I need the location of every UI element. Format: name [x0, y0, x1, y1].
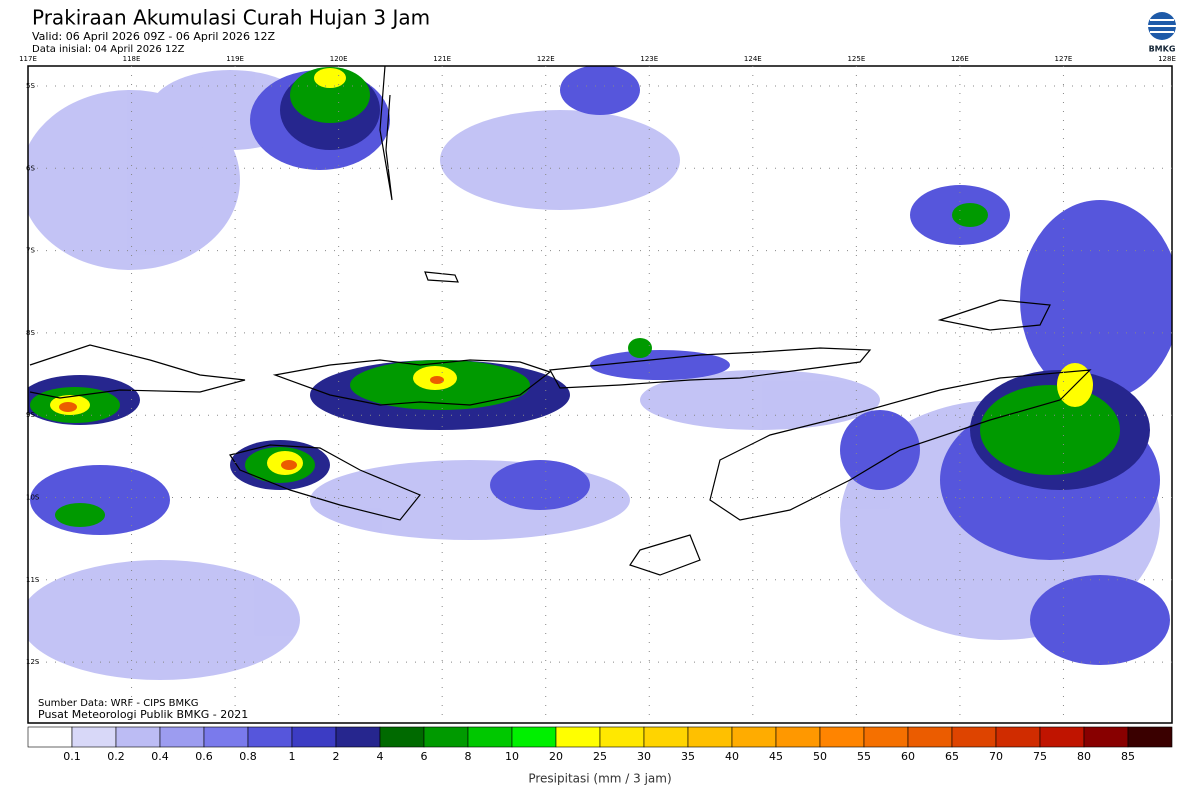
- legend-swatch: [819, 726, 865, 748]
- legend-label: 2: [333, 750, 340, 763]
- legend-swatch: [247, 726, 293, 748]
- lat-label: 5S: [26, 82, 35, 90]
- legend-swatch: [995, 726, 1041, 748]
- lon-label: 117E: [19, 55, 37, 63]
- legend-swatch: [335, 726, 381, 748]
- lon-label: 122E: [537, 55, 555, 63]
- legend-label: 75: [1033, 750, 1047, 763]
- lon-label: 118E: [123, 55, 141, 63]
- legend-label: 85: [1121, 750, 1135, 763]
- legend-label: 70: [989, 750, 1003, 763]
- lon-label: 127E: [1055, 55, 1073, 63]
- lat-label: 12S: [26, 658, 40, 666]
- legend-label: 4: [377, 750, 384, 763]
- legend-label: 0.1: [63, 750, 81, 763]
- legend-swatch: [687, 726, 733, 748]
- legend-swatch: [1127, 726, 1173, 748]
- legend-label: 60: [901, 750, 915, 763]
- legend-swatch: [379, 726, 425, 748]
- legend-swatch: [159, 726, 205, 748]
- legend-swatch: [643, 726, 689, 748]
- lat-label: 6S: [26, 164, 35, 172]
- lon-label: 119E: [226, 55, 244, 63]
- legend-label: 1: [289, 750, 296, 763]
- lat-label: 7S: [26, 247, 35, 255]
- coastlines: [29, 65, 1092, 576]
- lon-label: 126E: [951, 55, 969, 63]
- legend-swatch: [775, 726, 821, 748]
- legend-swatch: [1083, 726, 1129, 748]
- precipitation-field: [28, 66, 1172, 680]
- legend-label: 25: [593, 750, 607, 763]
- legend-label: 30: [637, 750, 651, 763]
- legend-swatch: [27, 726, 73, 748]
- legend-label: 6: [421, 750, 428, 763]
- legend-label: 0.8: [239, 750, 257, 763]
- legend-swatch: [511, 726, 557, 748]
- legend-label: 65: [945, 750, 959, 763]
- legend-swatch: [907, 726, 953, 748]
- legend-swatch: [731, 726, 777, 748]
- legend-swatch: [423, 726, 469, 748]
- legend-swatch: [951, 726, 997, 748]
- lat-label: 11S: [26, 576, 40, 584]
- lon-label: 125E: [847, 55, 865, 63]
- valid-time: Valid: 06 April 2026 09Z - 06 April 2026…: [32, 30, 275, 43]
- legend-swatch: [555, 726, 601, 748]
- initial-time: Data inisial: 04 April 2026 12Z: [32, 44, 185, 55]
- lon-label: 123E: [640, 55, 658, 63]
- legend-swatch: [203, 726, 249, 748]
- lon-label: 128E: [1158, 55, 1176, 63]
- legend-label: 0.2: [107, 750, 125, 763]
- lat-label: 8S: [26, 329, 35, 337]
- legend-swatch: [115, 726, 161, 748]
- logo: BMKG: [1148, 12, 1176, 54]
- legend-label: 40: [725, 750, 739, 763]
- legend-label: 35: [681, 750, 695, 763]
- credit: Pusat Meteorologi Publik BMKG - 2021: [38, 708, 248, 721]
- legend-label: 55: [857, 750, 871, 763]
- legend-title: Presipitasi (mm / 3 jam): [528, 772, 671, 786]
- legend-swatch: [1039, 726, 1085, 748]
- lat-label: 9S: [26, 411, 35, 419]
- legend-label: 8: [465, 750, 472, 763]
- legend-label: 20: [549, 750, 563, 763]
- legend-swatch: [291, 726, 337, 748]
- legend-label: 0.6: [195, 750, 213, 763]
- legend-label: 10: [505, 750, 519, 763]
- legend-swatch: [467, 726, 513, 748]
- map-frame: [27, 65, 1173, 724]
- legend-swatch: [599, 726, 645, 748]
- title: Prakiraan Akumulasi Curah Hujan 3 Jam: [32, 6, 430, 30]
- lon-label: 120E: [330, 55, 348, 63]
- legend-label: 50: [813, 750, 827, 763]
- source: Sumber Data: WRF - CIPS BMKG: [38, 698, 198, 709]
- legend-swatch: [71, 726, 117, 748]
- lon-label: 121E: [433, 55, 451, 63]
- logo-text: BMKG: [1149, 45, 1176, 54]
- legend-swatch: [863, 726, 909, 748]
- legend-label: 45: [769, 750, 783, 763]
- lon-label: 124E: [744, 55, 762, 63]
- legend-label: 80: [1077, 750, 1091, 763]
- legend-label: 0.4: [151, 750, 169, 763]
- lat-label: 10S: [26, 494, 40, 502]
